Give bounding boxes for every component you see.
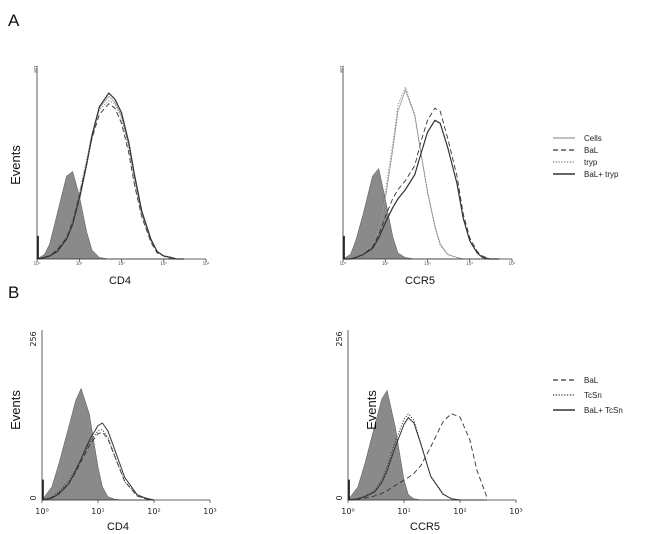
histogram-a-cd4: 10⁰ 10¹ 10² 10³ 10⁴ 128 CD4 Events: [8, 65, 210, 287]
histogram-b-ccr5: 10⁰ 10¹ 10² 10³ 256 0 CCR5 Events: [335, 330, 523, 533]
legend-b: BaL TcSn BaL+ TcSn: [553, 376, 623, 415]
series-bal: [347, 413, 488, 501]
histogram-b-cd4: 10⁰ 10¹ 10² 10³ 256 0 CD4 Events: [8, 330, 217, 533]
y-tick-label-bottom: 0: [29, 495, 38, 500]
x-axis-title: CCR5: [405, 275, 435, 287]
y-tick-label-top: 256: [335, 331, 344, 346]
x-tick-label: 10¹: [382, 261, 389, 266]
legend-label: TcSn: [584, 391, 602, 400]
x-tick-label: 10⁰: [34, 261, 41, 266]
y-axis-title: Events: [8, 390, 23, 430]
x-tick-label: 10⁰: [341, 507, 354, 516]
legend-label: BaL+ tryp: [584, 170, 619, 179]
x-tick-label: 10²: [424, 261, 431, 266]
x-tick-label: 10⁴: [203, 261, 210, 266]
x-tick-label: 10³: [160, 261, 167, 266]
y-axis-title: Events: [8, 145, 23, 185]
panel-label-a: A: [8, 11, 20, 30]
x-tick-label: 10²: [147, 507, 160, 516]
x-tick-label: 10¹: [91, 507, 104, 516]
isotype-filled-histogram: [41, 387, 154, 501]
series-bal-tryp: [343, 119, 500, 260]
series-tcsn: [41, 429, 155, 501]
isotype-filled-histogram: [342, 167, 500, 260]
y-tick-label-bottom: 0: [335, 495, 344, 500]
x-tick-label: 10³: [466, 261, 473, 266]
series-bal-tryp: [36, 92, 184, 260]
legend-label: BaL: [584, 146, 599, 155]
series-bal-tcsn: [41, 422, 155, 501]
legend-a: Cells BaL tryp BaL+ tryp: [553, 134, 619, 179]
legend-label: tryp: [584, 158, 598, 167]
legend-label: BaL: [584, 376, 599, 385]
legend-label: BaL+ TcSn: [584, 406, 623, 415]
panel-label-b: B: [8, 283, 19, 302]
x-axis-title: CD4: [107, 521, 129, 533]
histogram-a-ccr5: 10⁰ 10¹ 10² 10³ 10⁴ 128 CCR5: [339, 65, 516, 287]
x-tick-label: 10³: [509, 507, 522, 516]
y-tick-label-top: 128: [339, 65, 344, 73]
x-tick-label: 10³: [203, 507, 216, 516]
x-tick-label: 10⁰: [340, 261, 347, 266]
x-tick-label: 10¹: [76, 261, 83, 266]
x-tick-label: 10⁴: [509, 261, 516, 266]
x-tick-label: 10²: [118, 261, 125, 266]
y-axis-title: Events: [364, 390, 379, 430]
x-tick-label: 10⁰: [35, 507, 48, 516]
x-tick-label: 10²: [453, 507, 466, 516]
y-tick-label-top: 128: [33, 65, 38, 73]
legend-label: Cells: [584, 134, 602, 143]
y-tick-label-top: 256: [29, 331, 38, 346]
isotype-filled-histogram: [36, 171, 184, 260]
x-tick-label: 10¹: [397, 507, 410, 516]
series-bal: [343, 107, 500, 260]
x-axis-title: CCR5: [410, 521, 440, 533]
x-axis-title: CD4: [109, 275, 131, 287]
